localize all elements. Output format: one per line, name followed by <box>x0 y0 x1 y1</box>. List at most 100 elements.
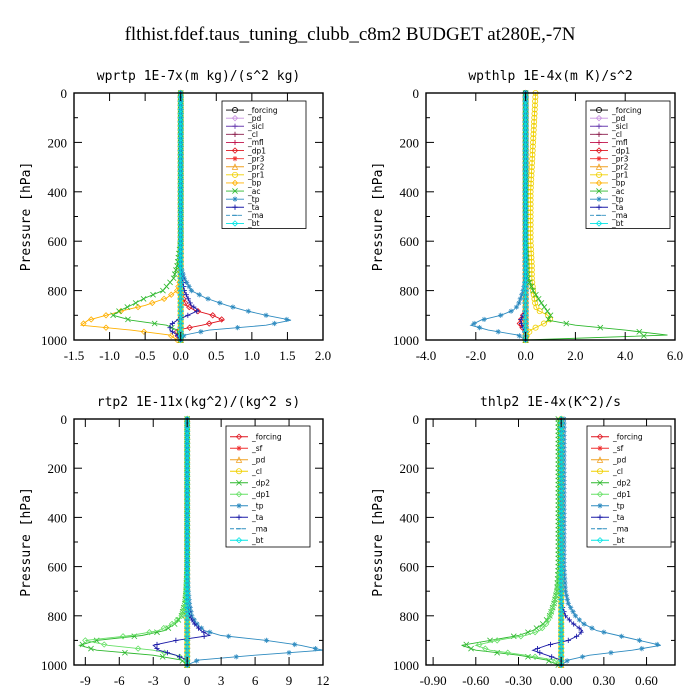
legend-label: _sicl <box>247 122 264 131</box>
y-tick-label: 600 <box>400 560 420 575</box>
legend-marker <box>232 204 238 210</box>
y-tick-label: 200 <box>48 135 68 150</box>
series-line <box>79 93 182 341</box>
data-point <box>177 238 184 245</box>
legend-label: _pr1 <box>247 171 265 180</box>
data-point <box>171 271 178 278</box>
x-tick-label: 0.00 <box>550 673 573 688</box>
data-point <box>177 205 184 212</box>
series-line <box>112 93 182 340</box>
x-tick-label: -0.30 <box>505 673 532 688</box>
data-point <box>177 217 184 224</box>
data-point <box>636 328 643 335</box>
data-point <box>286 650 292 656</box>
y-tick-label: 0 <box>61 86 68 101</box>
data-point <box>528 283 535 290</box>
data-point <box>177 188 184 195</box>
panel-title: wprtp 1E-7x(m kg)/(s^2 kg) <box>97 69 301 84</box>
data-point <box>547 641 554 648</box>
data-point <box>529 147 536 154</box>
chart-panel-3: rtp2 1E-11x(kg^2)/(kg^2 s) Pressure [hPa]… <box>19 395 330 688</box>
y-tick-label: 800 <box>48 609 68 624</box>
legend: _forcing_pd_sicl_cl_mfl_dp1_pr3_pr2_pr1_… <box>585 100 671 229</box>
data-point <box>217 300 223 306</box>
data-point <box>177 654 183 660</box>
data-point <box>498 312 504 318</box>
data-point <box>177 147 184 154</box>
data-point <box>537 650 543 656</box>
x-tick-label: -3 <box>148 673 159 688</box>
legend-label: _dp2 <box>612 478 631 487</box>
data-point <box>132 300 139 306</box>
legend-marker <box>236 445 242 451</box>
x-tick-label: 0 <box>184 673 191 688</box>
data-point <box>540 320 547 327</box>
data-point <box>476 325 483 331</box>
chart-panel-2: wpthlp 1E-4x(m K)/s^2 Pressure [hPa] 0 200 4… <box>371 69 683 363</box>
data-point <box>468 645 474 652</box>
data-point <box>168 291 175 298</box>
y-tick-label: 0 <box>413 86 420 101</box>
data-point <box>173 637 179 643</box>
x-tick-label: 12 <box>317 673 330 688</box>
data-point <box>177 287 184 294</box>
data-point <box>526 279 533 286</box>
data-point <box>88 316 95 323</box>
panel-title: thlp2 1E-4x(K^2)/s <box>480 395 621 410</box>
data-point <box>177 155 184 163</box>
x-tick-label: 0.5 <box>208 348 224 363</box>
data-point <box>564 658 570 664</box>
data-point <box>636 637 643 643</box>
data-point <box>209 312 216 319</box>
data-point <box>177 336 184 344</box>
y-axis-label: Pressure [hPa] <box>19 487 34 597</box>
data-point <box>177 283 184 290</box>
data-point <box>177 229 184 237</box>
y-tick-label: 200 <box>400 461 420 476</box>
data-point <box>183 292 189 298</box>
data-point <box>125 316 131 323</box>
y-tick-label: 800 <box>400 284 420 299</box>
x-tick-label: -2.0 <box>466 348 487 363</box>
data-point <box>177 266 184 274</box>
series-line <box>169 93 200 341</box>
data-point <box>528 172 535 179</box>
data-point <box>177 106 184 113</box>
legend-label: _tp <box>612 501 625 510</box>
data-point <box>589 625 595 631</box>
legend-label: _ma <box>612 524 629 533</box>
data-point <box>186 303 193 311</box>
data-point <box>188 288 194 294</box>
data-point <box>149 299 156 307</box>
y-tick-label: 400 <box>400 510 420 525</box>
x-tick-label: 3 <box>218 673 225 688</box>
legend-marker <box>231 114 239 122</box>
figure-title: flthist.fdef.taus_tuning_clubb_c8m2 BUDG… <box>125 24 576 45</box>
legend-label: _tp <box>251 501 264 510</box>
data-point <box>218 316 225 323</box>
data-point <box>528 271 535 278</box>
data-point <box>177 143 184 150</box>
legend-label: _bt <box>247 219 260 228</box>
x-tick-label: 0.0 <box>173 348 189 363</box>
data-point <box>532 291 539 298</box>
legend-label: _pd <box>247 114 262 123</box>
data-point <box>177 254 184 261</box>
legend-marker <box>232 196 238 202</box>
data-point <box>530 131 537 138</box>
data-point <box>597 324 604 331</box>
legend-label: _sf <box>251 444 263 453</box>
data-point <box>168 332 175 340</box>
x-tick-label: -6 <box>114 673 125 688</box>
data-point <box>312 646 319 652</box>
legend-marker <box>231 107 238 114</box>
data-point <box>292 641 298 648</box>
y-axis-label: Pressure [hPa] <box>371 162 386 272</box>
x-tick-label: -1.5 <box>64 348 85 363</box>
legend: _forcing _sf _pd _cl _dp2 _dp1 _tp _ta _ma _bt <box>225 425 311 548</box>
data-point <box>184 279 190 285</box>
data-point <box>230 304 236 310</box>
legend-label: _mfl <box>247 138 264 147</box>
panel-title: rtp2 1E-11x(kg^2)/(kg^2 s) <box>97 395 301 410</box>
